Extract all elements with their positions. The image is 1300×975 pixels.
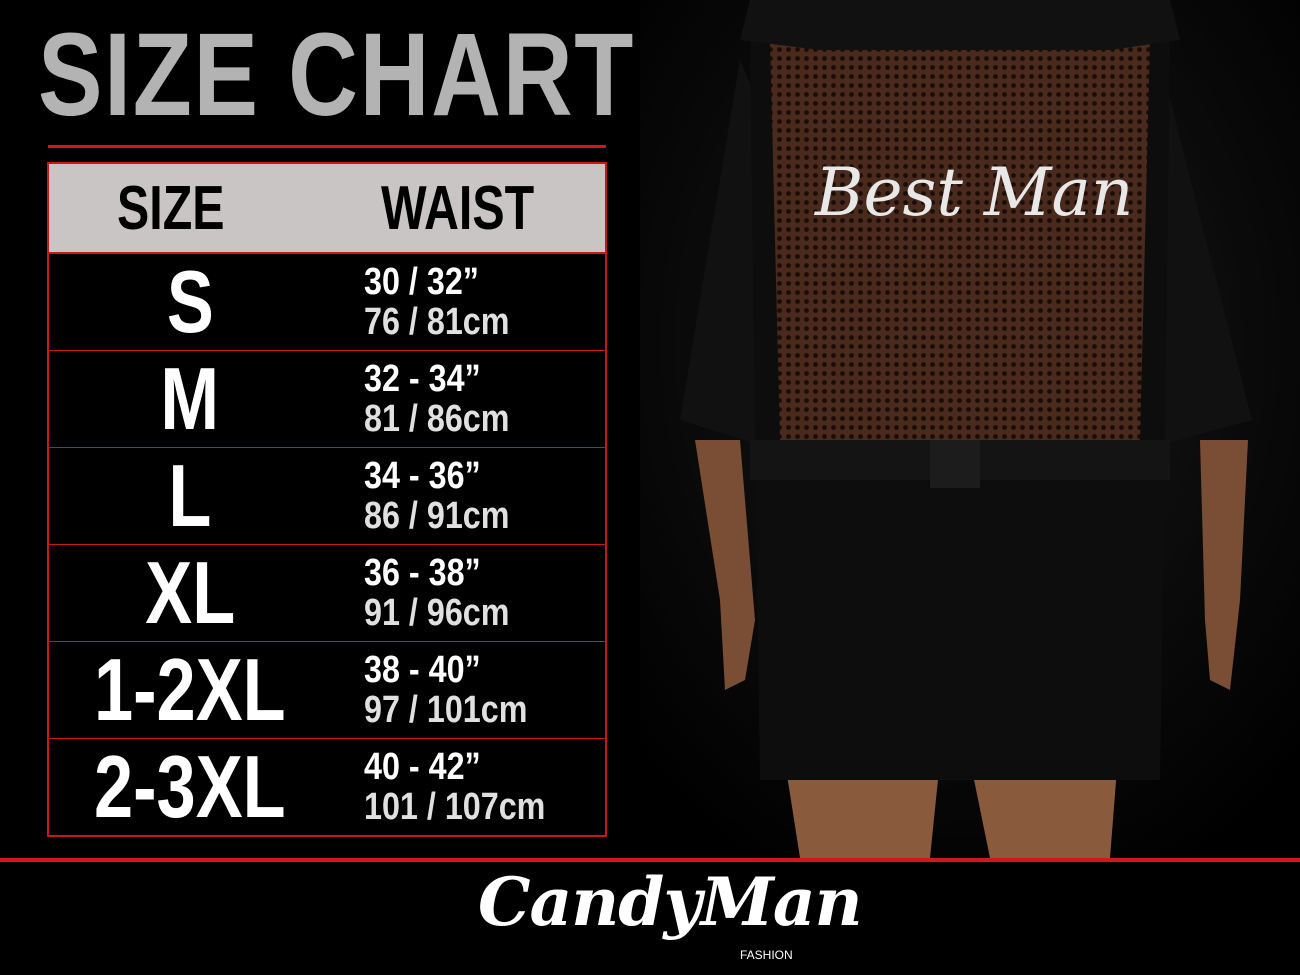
waist-cell: 34 - 36” 86 / 91cm xyxy=(364,456,509,536)
size-table: SIZE WAIST S 30 / 32” 76 / 81cm M 32 - 34” 81… xyxy=(47,162,607,837)
waist-cell: 32 - 34” 81 / 86cm xyxy=(364,359,509,439)
header-size: SIZE xyxy=(117,173,225,243)
product-photo: Best Man xyxy=(640,0,1300,858)
waist-inches: 34 - 36” xyxy=(364,455,481,497)
waist-cm: 101 / 107cm xyxy=(364,786,546,828)
print-best-man-text: Best Man xyxy=(814,154,1133,231)
waist-cm: 97 / 101cm xyxy=(364,689,528,731)
size-cell: S xyxy=(49,252,331,351)
size-label: 2-3XL xyxy=(94,737,286,836)
waist-cm: 81 / 86cm xyxy=(364,398,510,440)
table-row: S 30 / 32” 76 / 81cm xyxy=(49,252,605,351)
waist-inches: 32 - 34” xyxy=(364,358,481,400)
size-cell: 1-2XL xyxy=(49,640,331,739)
waist-inches: 40 - 42” xyxy=(364,746,481,788)
waist-cell: 38 - 40” 97 / 101cm xyxy=(364,650,527,730)
size-cell: 2-3XL xyxy=(49,737,331,836)
footer-divider xyxy=(0,858,1300,862)
table-row: 2-3XL 40 - 42” 101 / 107cm xyxy=(49,737,605,836)
waist-inches: 38 - 40” xyxy=(364,649,481,691)
table-row: L 34 - 36” 86 / 91cm xyxy=(49,446,605,545)
waist-cm: 86 / 91cm xyxy=(364,495,510,537)
title-divider xyxy=(48,145,606,148)
size-label: S xyxy=(166,252,214,351)
waist-inches: 36 - 38” xyxy=(364,552,481,594)
table-header: SIZE WAIST xyxy=(49,164,605,254)
size-label: L xyxy=(168,446,212,545)
table-row: XL 36 - 38” 91 / 96cm xyxy=(49,543,605,642)
size-cell: L xyxy=(49,446,331,545)
waist-cell: 36 - 38” 91 / 96cm xyxy=(364,553,509,633)
table-row: M 32 - 34” 81 / 86cm xyxy=(49,349,605,448)
logo-subtitle: FASHION xyxy=(740,948,793,962)
brand-logo: CandyMan FASHION xyxy=(478,866,863,971)
print-best-man: Best Man xyxy=(814,154,1133,231)
waist-cm: 76 / 81cm xyxy=(364,301,510,343)
logo-wordmark: CandyMan xyxy=(478,863,863,941)
size-label: XL xyxy=(145,543,235,642)
waist-inches: 30 / 32” xyxy=(364,261,479,303)
waist-cell: 40 - 42” 101 / 107cm xyxy=(364,747,545,827)
waist-cm: 91 / 96cm xyxy=(364,592,510,634)
size-label: 1-2XL xyxy=(94,640,286,739)
size-cell: M xyxy=(49,349,331,448)
waist-cell: 30 / 32” 76 / 81cm xyxy=(364,262,509,342)
table-body: S 30 / 32” 76 / 81cm M 32 - 34” 81 / 86cm L 34 … xyxy=(49,252,605,836)
header-waist: WAIST xyxy=(381,173,535,243)
table-row: 1-2XL 38 - 40” 97 / 101cm xyxy=(49,640,605,739)
size-label: M xyxy=(160,349,220,448)
size-cell: XL xyxy=(49,543,331,642)
page-title: SIZE CHART xyxy=(38,9,635,141)
